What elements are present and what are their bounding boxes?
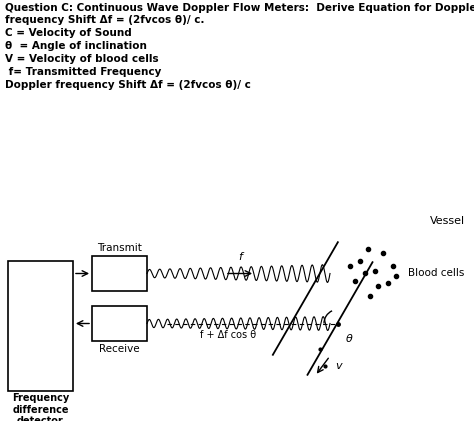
Text: Frequency
difference
detector
Δf: Frequency difference detector Δf [12, 393, 69, 421]
Text: frequency Shift Δf = (2fvcos θ)/ c.: frequency Shift Δf = (2fvcos θ)/ c. [5, 15, 204, 25]
Text: Receive: Receive [99, 344, 140, 354]
Text: Question C: Continuous Wave Doppler Flow Meters:  Derive Equation for Doppler: Question C: Continuous Wave Doppler Flow… [5, 3, 474, 13]
Bar [8, 261, 73, 391]
Text: Vessel: Vessel [430, 216, 465, 226]
Text: θ: θ [346, 333, 353, 344]
Text: v: v [335, 361, 342, 371]
Text: Transmit: Transmit [97, 243, 142, 253]
Text: θ  = Angle of inclination: θ = Angle of inclination [5, 41, 147, 51]
Text: f= Transmitted Frequency: f= Transmitted Frequency [5, 67, 161, 77]
Text: f: f [238, 251, 242, 261]
Text: Blood cells: Blood cells [408, 268, 465, 278]
Bar [92, 306, 147, 341]
Text: Doppler frequency Shift Δf = (2fvcos θ)/ c: Doppler frequency Shift Δf = (2fvcos θ)/… [5, 80, 251, 90]
Text: f + Δf cos θ: f + Δf cos θ [201, 330, 256, 339]
Text: V = Velocity of blood cells: V = Velocity of blood cells [5, 54, 159, 64]
Text: C = Velocity of Sound: C = Velocity of Sound [5, 28, 132, 38]
Bar [92, 256, 147, 291]
